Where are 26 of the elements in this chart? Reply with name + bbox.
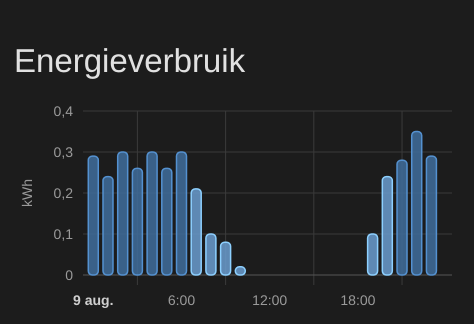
bar (88, 155, 100, 276)
bar (410, 130, 422, 276)
bar (116, 151, 128, 276)
y-tick-label: 0,3 (54, 144, 74, 160)
x-tick-label: 18:00 (340, 292, 376, 308)
x-tick-label: 12:00 (252, 292, 288, 308)
x-tick-label: 6:00 (168, 292, 196, 308)
bar (396, 159, 408, 276)
bar (382, 176, 394, 276)
bar (426, 155, 438, 276)
bar (366, 233, 378, 276)
chart-title: Energieverbruik (14, 42, 246, 79)
bar (190, 188, 202, 276)
x-tick-label: 9 aug. (73, 292, 114, 308)
bar (161, 168, 173, 276)
bar (146, 151, 158, 276)
y-tick-label: 0 (65, 266, 74, 283)
bar (102, 176, 114, 276)
y-tick-label: 0,2 (54, 184, 74, 201)
bar (176, 151, 188, 276)
bar (220, 241, 232, 276)
y-axis-title: kWh (19, 179, 35, 207)
bar (205, 233, 217, 276)
y-tick-label: 0,1 (54, 226, 74, 242)
bar (132, 168, 144, 276)
y-tick-label: 0,4 (54, 102, 74, 119)
